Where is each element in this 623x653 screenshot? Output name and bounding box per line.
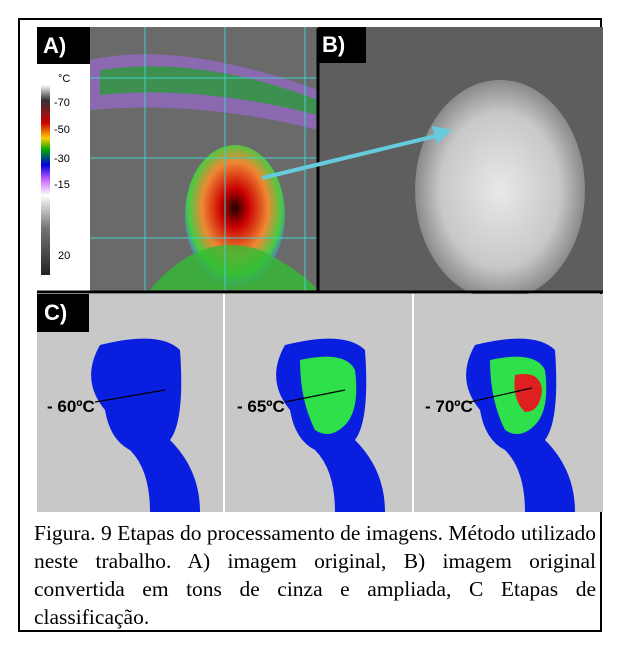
step-label: - 60ºC	[47, 397, 95, 416]
scale-label: -70	[54, 97, 70, 109]
panel-label: A)	[43, 33, 66, 58]
panel-c: C) - 60ºC - 65ºC - 70ºC	[37, 294, 603, 512]
panel-label: B)	[322, 32, 345, 57]
scale-label: -30	[54, 153, 70, 165]
panel-label: C)	[44, 300, 67, 325]
color-scale	[41, 85, 50, 275]
page: A) °C -70 -50 -30 -15 20 B) C) - 60ºC - …	[0, 0, 623, 653]
step-label: - 65ºC	[237, 397, 285, 416]
scale-label: -50	[54, 124, 70, 136]
step-label: - 70ºC	[425, 397, 473, 416]
scale-label: -15	[54, 179, 70, 191]
scale-label: 20	[58, 250, 70, 262]
scale-unit: °C	[58, 73, 70, 85]
enlarged-system	[415, 80, 585, 300]
figure-caption: Figura. 9 Etapas do processamento de ima…	[34, 519, 596, 631]
